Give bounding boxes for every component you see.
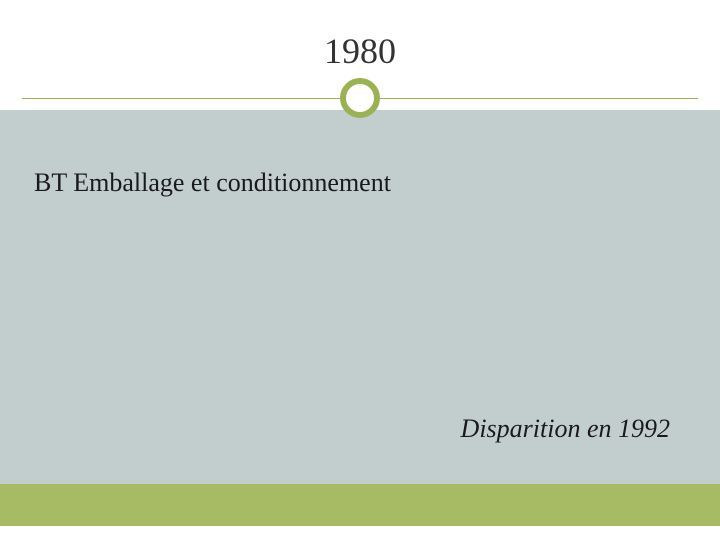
slide: 1980 BT Emballage et conditionnement Dis… [0, 0, 720, 540]
body-area: BT Emballage et conditionnement Disparit… [0, 110, 720, 484]
footnote-text: Disparition en 1992 [461, 414, 670, 444]
accent-circle-icon [340, 78, 380, 118]
body-text: BT Emballage et conditionnement [34, 168, 391, 198]
slide-title: 1980 [0, 0, 720, 72]
footer-band [0, 484, 720, 526]
